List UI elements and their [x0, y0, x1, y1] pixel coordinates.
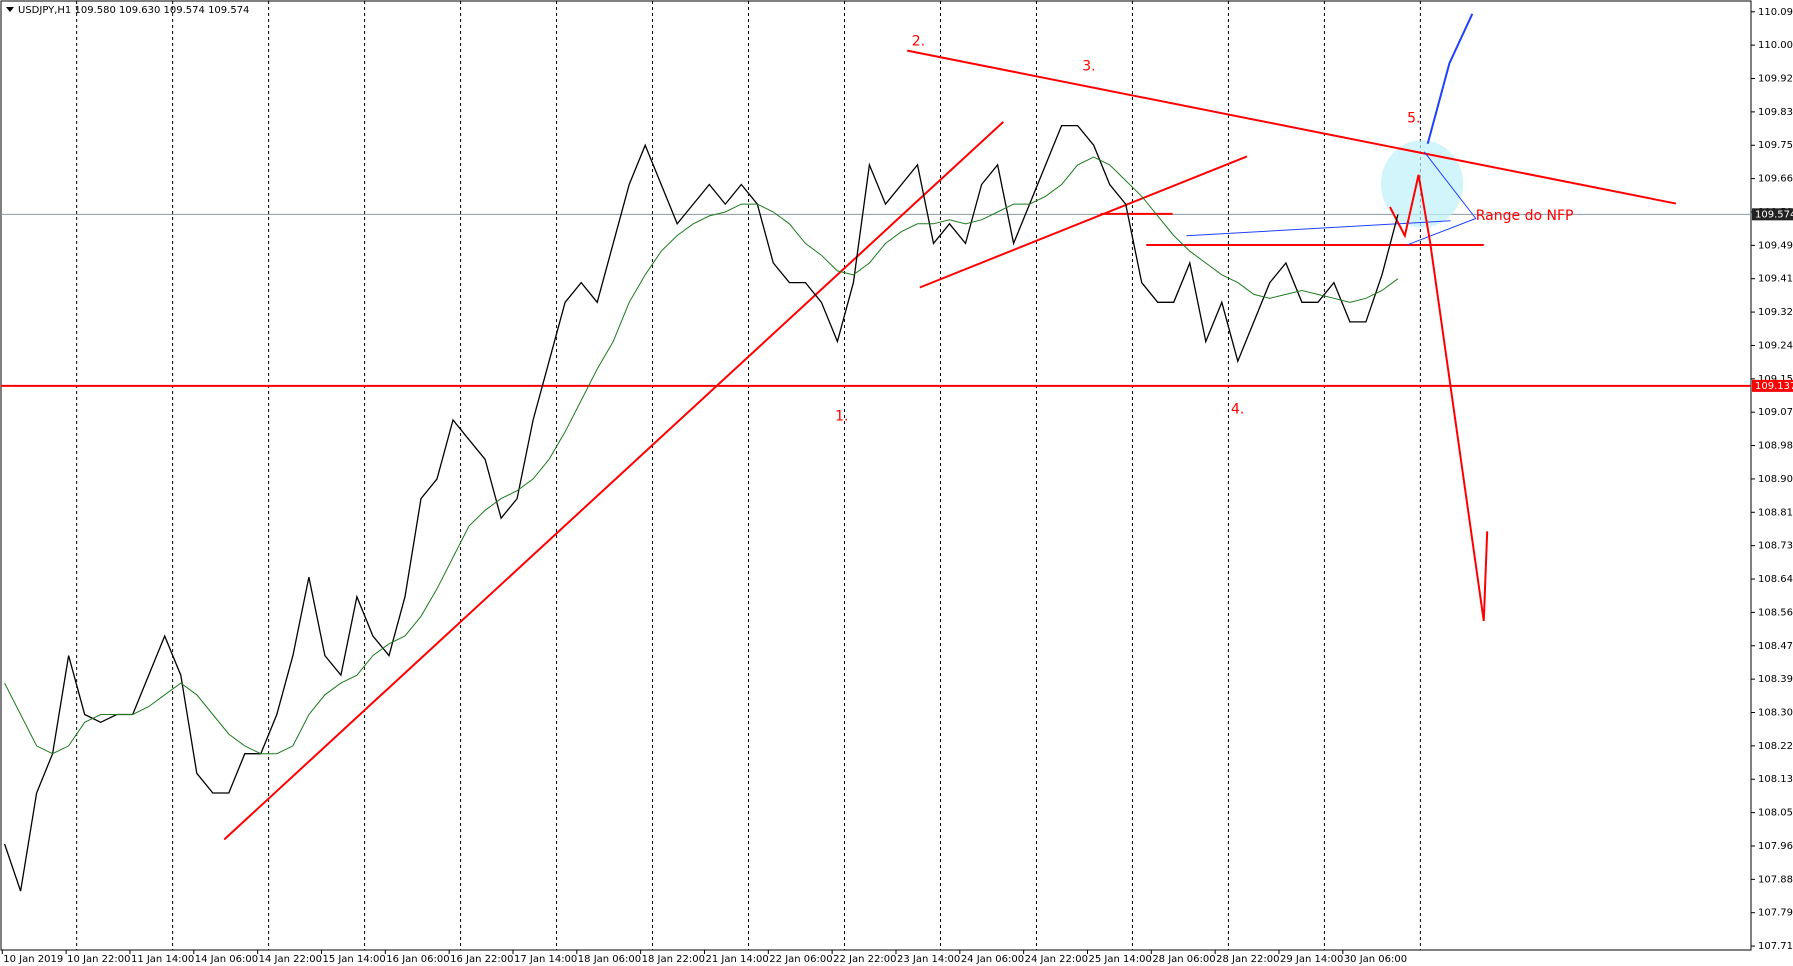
- y-tick-label: 109.920: [1758, 74, 1793, 85]
- annotation: 3.: [1082, 59, 1095, 75]
- y-tick-label: 108.560: [1758, 607, 1793, 618]
- y-tick-label: 108.050: [1758, 808, 1793, 819]
- y-tick-label: 107.710: [1758, 941, 1793, 952]
- annotation: Range do NFP: [1476, 208, 1574, 224]
- x-tick-label: 18 Jan 22:00: [642, 954, 705, 965]
- y-tick-label: 109.070: [1758, 407, 1793, 418]
- x-tick-label: 29 Jan 14:00: [1280, 954, 1343, 965]
- trendline: [224, 122, 1003, 840]
- current-price-box: [1752, 208, 1793, 221]
- current-price-label: 109.574: [1755, 209, 1793, 220]
- y-tick-label: 108.815: [1758, 507, 1793, 518]
- y-tick-label: 109.665: [1758, 174, 1793, 185]
- trendline: [920, 156, 1247, 287]
- x-tick-label: 25 Jan 14:00: [1088, 954, 1151, 965]
- y-tick-label: 108.985: [1758, 441, 1793, 452]
- y-tick-label: 109.410: [1758, 274, 1793, 285]
- moving-average: [4, 156, 1399, 755]
- x-tick-label: 16 Jan 06:00: [386, 954, 449, 965]
- support-price-label: 109.137: [1755, 381, 1793, 392]
- y-tick-label: 108.390: [1758, 674, 1793, 685]
- y-tick-label: 109.495: [1758, 240, 1793, 251]
- price-line: [3, 124, 1399, 892]
- x-tick-label: 17 Jan 14:00: [514, 954, 577, 965]
- x-tick-label: 15 Jan 14:00: [322, 954, 385, 965]
- y-tick-label: 108.475: [1758, 641, 1793, 652]
- y-tick-label: 107.880: [1758, 874, 1793, 885]
- annotation: 2.: [912, 33, 925, 49]
- y-tick-label: 109.155: [1758, 374, 1793, 385]
- y-tick-label: 108.135: [1758, 774, 1793, 785]
- chart-title: USDJPY,H1 109.580 109.630 109.574 109.57…: [18, 5, 249, 16]
- y-tick-label: 107.795: [1758, 908, 1793, 919]
- x-tick-label: 14 Jan 06:00: [195, 954, 258, 965]
- x-tick-label: 24 Jan 06:00: [961, 954, 1024, 965]
- x-tick-label: 28 Jan 22:00: [1216, 954, 1279, 965]
- y-tick-label: 107.965: [1758, 841, 1793, 852]
- trendline: [907, 51, 1676, 204]
- highlight-area: [1380, 140, 1464, 228]
- y-tick-label: 109.325: [1758, 307, 1793, 318]
- y-tick-label: 109.240: [1758, 340, 1793, 351]
- x-tick-label: 24 Jan 22:00: [1025, 954, 1088, 965]
- y-tick-label: 108.645: [1758, 574, 1793, 585]
- y-tick-label: 108.305: [1758, 708, 1793, 719]
- x-tick-label: 22 Jan 06:00: [769, 954, 832, 965]
- grid: [1, 1, 1751, 950]
- x-tick-label: 23 Jan 14:00: [897, 954, 960, 965]
- x-tick-label: 28 Jan 06:00: [1152, 954, 1215, 965]
- support-price-box: [1752, 379, 1793, 392]
- x-tick-label: 11 Jan 14:00: [131, 954, 194, 965]
- x-tick-label: 21 Jan 14:00: [705, 954, 768, 965]
- forecast-up: [1428, 14, 1473, 144]
- x-tick-label: 10 Jan 2019: [3, 954, 63, 965]
- menu-arrow[interactable]: [6, 7, 14, 12]
- annotation: 4.: [1231, 401, 1244, 417]
- x-tick-label: 18 Jan 06:00: [578, 954, 641, 965]
- y-tick-label: 110.090: [1758, 7, 1793, 18]
- y-tick-label: 108.730: [1758, 541, 1793, 552]
- trendline: [1186, 221, 1450, 236]
- drawings: [224, 14, 1676, 840]
- plot-frame: [0, 0, 1752, 951]
- series: [3, 124, 1399, 892]
- y-tick-label: 109.835: [1758, 107, 1793, 118]
- annotation: 5.: [1407, 110, 1420, 126]
- x-tick-label: 22 Jan 22:00: [833, 954, 896, 965]
- x-tick-label: 14 Jan 22:00: [259, 954, 322, 965]
- y-tick-label: 109.750: [1758, 140, 1793, 151]
- y-tick-label: 108.220: [1758, 741, 1793, 752]
- y-tick-label: 110.005: [1758, 40, 1793, 51]
- x-tick-label: 10 Jan 22:00: [67, 954, 130, 965]
- x-tick-label: 30 Jan 06:00: [1344, 954, 1407, 965]
- annotation: 1.: [835, 408, 848, 424]
- x-tick-label: 16 Jan 22:00: [450, 954, 513, 965]
- y-tick-label: 108.900: [1758, 474, 1793, 485]
- forecast-path: [1390, 175, 1487, 621]
